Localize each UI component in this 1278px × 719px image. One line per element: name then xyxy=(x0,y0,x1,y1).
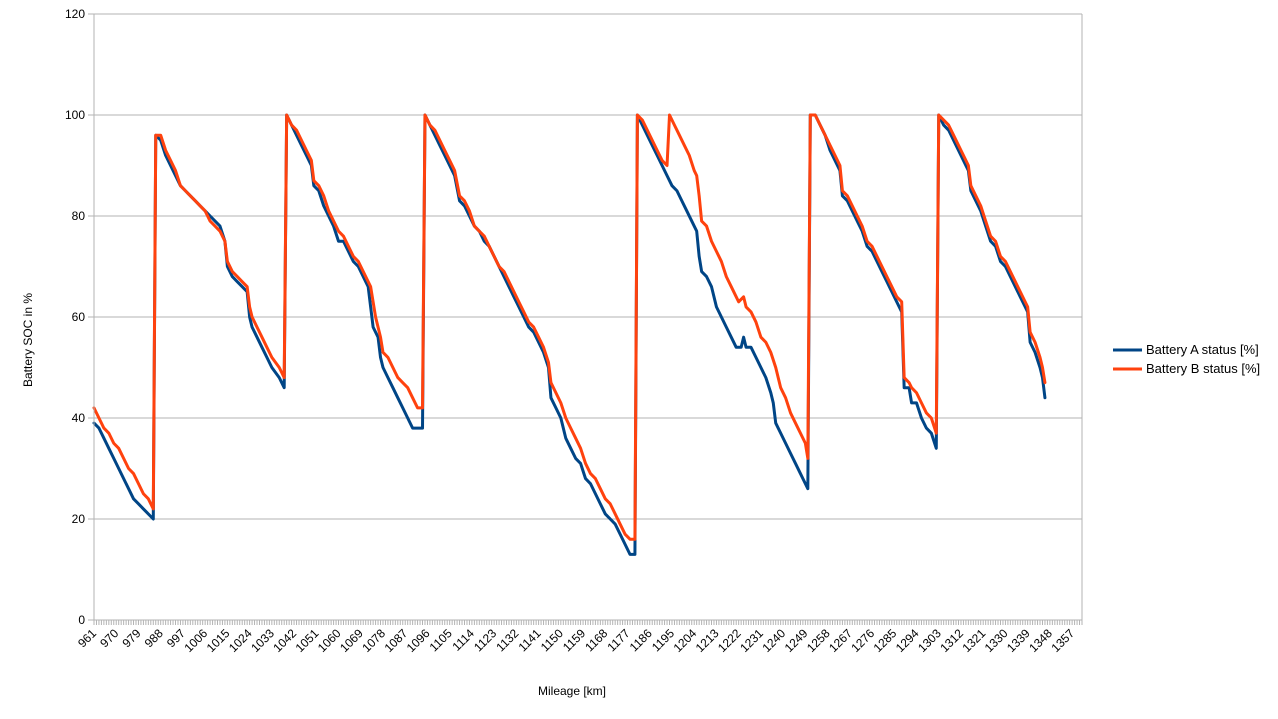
x-tick-label: 1051 xyxy=(293,626,322,655)
y-tick-label: 100 xyxy=(65,108,85,122)
x-tick-label: 1213 xyxy=(693,626,722,655)
x-tick-label: 1159 xyxy=(560,626,588,654)
x-axis-ticks: 9619709799889971006101510241033104210511… xyxy=(75,620,1083,655)
x-tick-label: 1294 xyxy=(893,626,922,655)
x-tick-label: 1285 xyxy=(871,626,900,655)
x-tick-label: 1186 xyxy=(627,626,655,654)
x-tick-label: 1231 xyxy=(737,626,766,655)
x-tick-label: 970 xyxy=(97,626,121,650)
series-line-battery-b xyxy=(92,113,1047,541)
x-tick-label: 1105 xyxy=(427,626,455,654)
legend-label: Battery A status [%] xyxy=(1146,342,1259,357)
x-tick-label: 1096 xyxy=(404,626,433,655)
x-tick-label: 1357 xyxy=(1048,626,1077,655)
x-tick-label: 1195 xyxy=(649,626,677,654)
x-tick-label: 1339 xyxy=(1004,626,1033,655)
y-tick-label: 40 xyxy=(72,411,86,425)
x-tick-label: 1033 xyxy=(248,626,277,655)
y-tick-label: 20 xyxy=(72,512,86,526)
x-tick-label: 1321 xyxy=(960,626,989,655)
x-tick-label: 1258 xyxy=(804,626,833,655)
legend: Battery A status [%] Battery B status [%] xyxy=(1113,342,1260,376)
x-tick-label: 1024 xyxy=(226,626,255,655)
x-tick-label: 1114 xyxy=(450,626,478,654)
x-tick-label: 1303 xyxy=(915,626,944,655)
legend-label: Battery B status [%] xyxy=(1146,361,1260,376)
series-line-battery-a xyxy=(92,113,1047,556)
x-tick-label: 1222 xyxy=(715,626,744,655)
x-tick-label: 1123 xyxy=(471,626,499,654)
x-tick-label: 1006 xyxy=(181,626,210,655)
x-tick-label: 988 xyxy=(142,626,166,650)
x-tick-label: 1042 xyxy=(270,626,299,655)
x-tick-label: 1312 xyxy=(937,626,966,655)
x-tick-label: 961 xyxy=(75,626,99,650)
y-tick-label: 80 xyxy=(72,209,86,223)
x-tick-label: 1141 xyxy=(516,626,544,654)
x-tick-label: 1249 xyxy=(782,626,811,655)
x-axis-title: Mileage [km] xyxy=(538,684,606,698)
gridlines xyxy=(94,13,1083,621)
y-tick-label: 120 xyxy=(65,7,85,21)
y-axis-ticks: 0 20 40 60 80 100 120 xyxy=(65,7,94,627)
x-tick-label: 1330 xyxy=(982,626,1011,655)
x-tick-label: 1177 xyxy=(604,626,632,654)
x-tick-label: 1168 xyxy=(582,626,610,654)
x-tick-label: 1240 xyxy=(759,626,788,655)
y-tick-label: 0 xyxy=(78,613,85,627)
series-lines xyxy=(92,113,1047,556)
x-tick-label: 979 xyxy=(120,626,144,650)
y-tick-label: 60 xyxy=(72,310,86,324)
x-tick-label: 1267 xyxy=(826,626,855,655)
x-tick-label: 1276 xyxy=(848,626,877,655)
x-tick-label: 1069 xyxy=(337,626,366,655)
x-tick-label: 1348 xyxy=(1026,626,1055,655)
x-tick-label: 1087 xyxy=(382,626,411,655)
x-tick-label: 1150 xyxy=(538,626,566,654)
x-tick-label: 1015 xyxy=(204,626,233,655)
x-tick-label: 1132 xyxy=(493,626,521,654)
y-axis-title: Battery SOC in % xyxy=(21,293,35,387)
x-tick-label: 1060 xyxy=(315,626,344,655)
x-tick-label: 1078 xyxy=(359,626,388,655)
x-tick-label: 1204 xyxy=(671,626,700,655)
